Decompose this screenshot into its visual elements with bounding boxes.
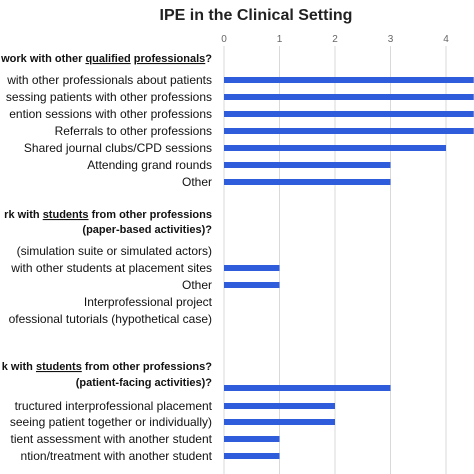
x-tick-label: 3 xyxy=(388,34,394,45)
category-label: (simulation suite or simulated actors) xyxy=(17,244,212,258)
bar xyxy=(224,179,391,185)
header-text: (patient-facing activities)? xyxy=(76,377,213,389)
category-label: Interprofessional project xyxy=(84,295,213,309)
header-text: work with other xyxy=(0,53,85,65)
header-underlined-text: qualified xyxy=(85,53,130,65)
gridlines xyxy=(223,46,447,474)
category-label: Shared journal clubs/CPD sessions xyxy=(24,141,212,155)
header-text: from other professions xyxy=(89,209,212,221)
category-label: ofessional tutorials (hypothetical case) xyxy=(9,312,212,326)
bar xyxy=(224,265,280,271)
category-label: ntion/treatment with another student xyxy=(21,449,213,463)
bar xyxy=(224,385,391,391)
header-underlined-text: professionals xyxy=(134,53,206,65)
bar xyxy=(224,403,335,409)
chart-title: IPE in the Clinical Setting xyxy=(160,7,353,24)
header-text: (paper-based activities)? xyxy=(82,224,212,236)
bar xyxy=(224,453,280,459)
group-header: rk with students from other professions xyxy=(4,209,212,221)
x-tick-label: 1 xyxy=(277,34,283,45)
header-text: from other professions? xyxy=(82,361,212,373)
bar xyxy=(224,94,474,100)
category-label: with other students at placement sites xyxy=(10,261,212,275)
x-tick-label: 2 xyxy=(332,34,338,45)
bar xyxy=(224,111,474,117)
category-label: Other xyxy=(182,175,212,189)
category-labels: work with other qualified professionals?… xyxy=(0,53,213,463)
x-axis-ticks: 0 1 2 3 4 xyxy=(221,34,449,45)
bars xyxy=(224,77,474,459)
category-label: Other xyxy=(182,278,212,292)
category-label: tient assessment with another student xyxy=(11,432,213,446)
header-underlined-text: students xyxy=(36,361,82,373)
category-label: tructured interprofessional placement xyxy=(15,399,213,413)
group-header: work with other qualified professionals? xyxy=(0,53,212,65)
header-underlined-text: students xyxy=(43,209,89,221)
group-header: (paper-based activities)? xyxy=(82,224,212,236)
header-text: k with xyxy=(2,361,36,373)
x-tick-label: 0 xyxy=(221,34,227,45)
bar xyxy=(224,145,446,151)
group-header: (patient-facing activities)? xyxy=(76,377,213,389)
header-text: ? xyxy=(205,53,212,65)
category-label: seeing patient together or individually) xyxy=(10,415,212,429)
category-label: with other professionals about patients xyxy=(6,73,212,87)
group-header: k with students from other professions? xyxy=(2,361,213,373)
category-label: ention sessions with other professions xyxy=(9,107,212,121)
bar xyxy=(224,77,474,83)
category-label: sessing patients with other professions xyxy=(6,90,212,104)
bar xyxy=(224,419,335,425)
bar xyxy=(224,128,474,134)
category-label: Attending grand rounds xyxy=(87,158,212,172)
header-text: rk with xyxy=(4,209,43,221)
bar xyxy=(224,436,280,442)
bar xyxy=(224,282,280,288)
bar xyxy=(224,162,391,168)
x-tick-label: 4 xyxy=(443,34,449,45)
category-label: Referrals to other professions xyxy=(55,124,212,138)
